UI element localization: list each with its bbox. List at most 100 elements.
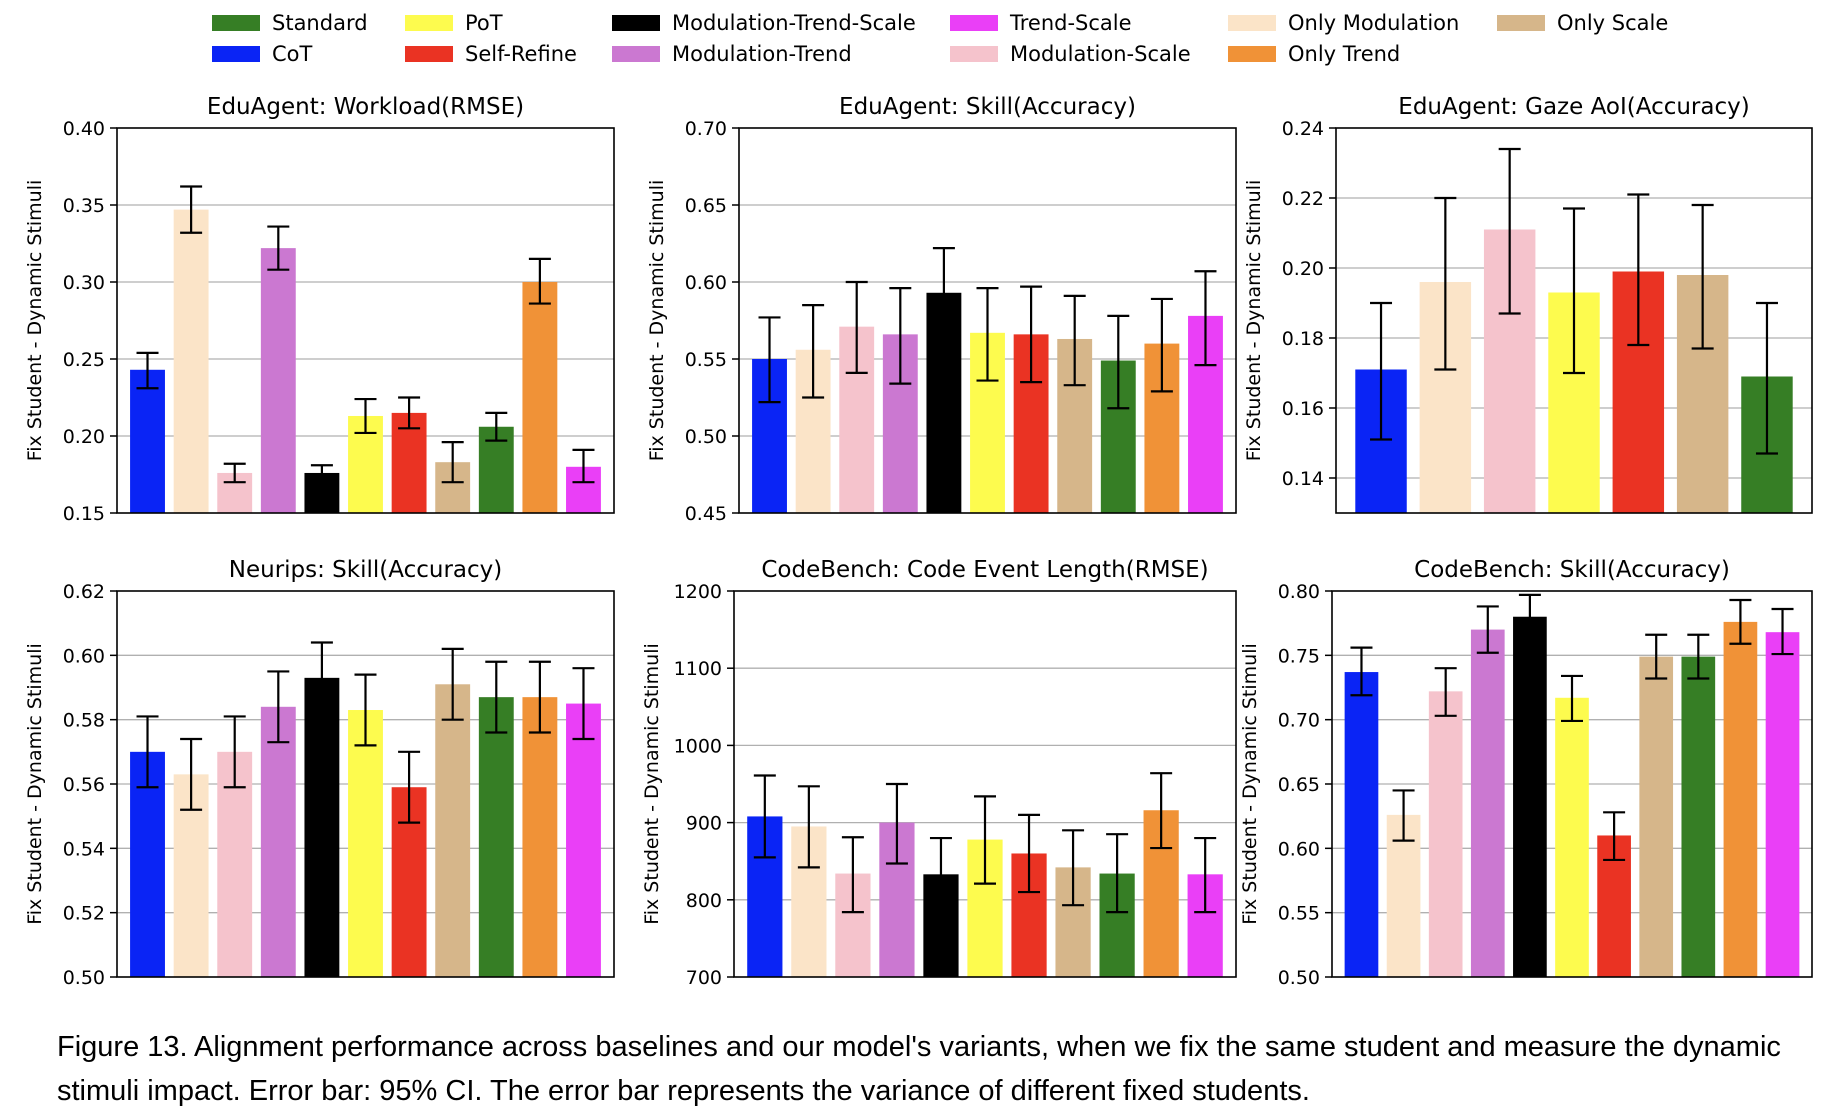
y-tick-label: 0.60 [685, 272, 727, 294]
chart-panel: 0.15 0.20 0.25 0.30 0.35 0.40 EduAgent: Worklo… [24, 94, 615, 525]
y-tick-label: 0.35 [63, 195, 105, 217]
figure-caption: Figure 13. Alignment performance across … [57, 1031, 1781, 1107]
legend-swatch [612, 15, 660, 31]
legend-swatch [212, 46, 260, 62]
y-axis-label: Fix Student - Dynamic Stimuli [24, 180, 46, 462]
bar [1386, 814, 1421, 977]
legend-swatch [950, 15, 998, 31]
bar [130, 369, 165, 513]
y-axis-label: Fix Student - Dynamic Stimuli [641, 643, 663, 925]
y-tick-label: 0.22 [1282, 188, 1324, 210]
bar [217, 751, 253, 977]
plot-frame [733, 590, 1237, 978]
chart-title: CodeBench: Code Event Length(RMSE) [761, 557, 1208, 583]
legend-swatch [1497, 15, 1545, 31]
y-tick-label: 0.70 [1278, 710, 1320, 732]
y-axis-label: Fix Student - Dynamic Stimuli [646, 180, 668, 462]
y-tick-label: 0.20 [63, 426, 105, 448]
legend-item: Modulation-Scale [950, 42, 1191, 66]
legend-label: Modulation-Scale [1010, 42, 1191, 66]
y-tick-label: 0.70 [685, 118, 727, 140]
y-tick-label: 0.50 [685, 426, 727, 448]
chart-panel: 0.50 0.55 0.60 0.65 0.70 0.75 0.80 CodeBench: S… [1239, 557, 1813, 989]
chart-grid: 0.15 0.20 0.25 0.30 0.35 0.40 EduAgent: Worklo… [24, 94, 1813, 989]
legend-swatch [612, 46, 660, 62]
bar [304, 677, 340, 977]
legend-label: Only Trend [1288, 42, 1401, 66]
y-axis-label: Fix Student - Dynamic Stimuli [1243, 180, 1265, 462]
legend-swatch [405, 15, 453, 31]
legend-item: Trend-Scale [950, 11, 1132, 35]
y-tick-label: 0.60 [1278, 838, 1320, 860]
chart-title: Neurips: Skill(Accuracy) [229, 557, 502, 583]
y-tick-label: 0.55 [1278, 903, 1320, 925]
bar [1513, 616, 1547, 977]
legend-label: Standard [272, 11, 368, 35]
chart-legend: Standard CoT PoT Self-Refine Modulation-Tren… [0, 0, 1824, 80]
bar [1428, 691, 1463, 977]
y-tick-label: 0.65 [1278, 774, 1320, 796]
y-tick-label: 0.80 [1278, 581, 1320, 603]
y-tick-label: 0.52 [63, 903, 105, 925]
legend-item: Only Trend [1228, 42, 1400, 66]
chart-panel: 0.45 0.50 0.55 0.60 0.65 0.70 EduAgent: Skill(… [646, 94, 1237, 525]
chart-panel: 0.14 0.16 0.18 0.20 0.22 0.24 EduAgent: Gaze A… [1243, 94, 1813, 514]
y-tick-label: 0.50 [63, 967, 105, 989]
y-tick-label: 0.75 [1278, 645, 1320, 667]
bar [348, 710, 383, 977]
y-axis-label: Fix Student - Dynamic Stimuli [1239, 643, 1261, 925]
bar [478, 697, 514, 977]
y-tick-label: 0.45 [685, 503, 727, 525]
legend-label: Only Modulation [1288, 11, 1460, 35]
y-tick-label: 0.25 [63, 349, 105, 371]
legend-swatch [1228, 15, 1276, 31]
chart-title: EduAgent: Gaze AoI(Accuracy) [1398, 94, 1749, 120]
y-tick-label: 0.14 [1282, 468, 1324, 490]
chart-panel: 700 800 900 1000 1100 1200 CodeBench: Code Eve… [641, 557, 1237, 989]
chart-panel: 0.50 0.52 0.54 0.56 0.58 0.60 0.62 Neurips: Ski… [24, 557, 615, 989]
y-tick-label: 0.20 [1282, 258, 1324, 280]
y-tick-label: 0.56 [63, 774, 105, 796]
bar [391, 412, 427, 513]
legend-label: Self-Refine [465, 42, 577, 66]
plot-frame [738, 127, 1237, 514]
legend-swatch [212, 15, 260, 31]
y-tick-label: 700 [686, 967, 722, 989]
bar [1639, 656, 1674, 977]
bar [173, 209, 209, 513]
y-tick-label: 0.54 [63, 838, 105, 860]
plot-frame [116, 127, 615, 514]
bar [260, 248, 296, 513]
y-tick-label: 900 [686, 813, 722, 835]
legend-label: CoT [272, 42, 313, 66]
legend-label: Modulation-Trend [672, 42, 852, 66]
y-tick-label: 1200 [674, 581, 722, 603]
legend-label: Trend-Scale [1010, 11, 1132, 35]
y-tick-label: 0.16 [1282, 398, 1324, 420]
bar [1765, 632, 1800, 977]
chart-title: EduAgent: Workload(RMSE) [207, 94, 524, 120]
y-tick-label: 0.24 [1282, 118, 1324, 140]
legend-item: Modulation-Trend [612, 42, 852, 66]
plot-frame [1335, 127, 1813, 514]
bar [1555, 697, 1589, 977]
y-axis-label: Fix Student - Dynamic Stimuli [24, 643, 46, 925]
legend-item: Self-Refine [405, 42, 577, 66]
legend-label: Only Scale [1557, 11, 1669, 35]
y-tick-label: 0.40 [63, 118, 105, 140]
y-tick-label: 0.30 [63, 272, 105, 294]
legend-item: PoT [405, 11, 503, 35]
bar [435, 684, 471, 977]
y-tick-label: 0.55 [685, 349, 727, 371]
y-tick-label: 0.18 [1282, 328, 1324, 350]
legend-item: Only Modulation [1228, 11, 1459, 35]
legend-swatch [1228, 46, 1276, 62]
y-tick-label: 1000 [674, 735, 722, 757]
y-tick-label: 0.62 [63, 581, 105, 603]
y-tick-label: 0.60 [63, 645, 105, 667]
legend-item: Only Scale [1497, 11, 1668, 35]
legend-item: CoT [212, 42, 312, 66]
legend-swatch [950, 46, 998, 62]
legend-swatch [405, 46, 453, 62]
legend-label: Modulation-Trend-Scale [672, 11, 916, 35]
